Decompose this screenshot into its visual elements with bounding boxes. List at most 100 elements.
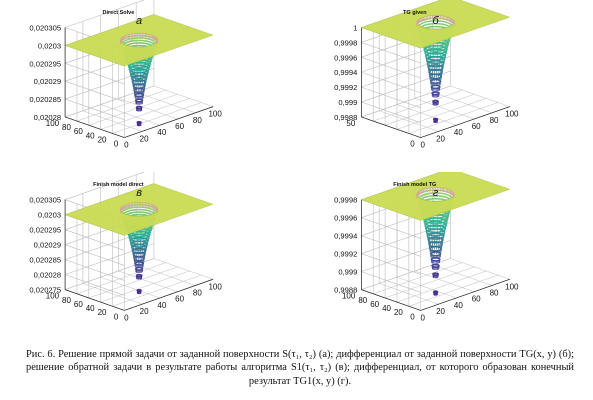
surface-ring bbox=[429, 251, 442, 257]
grid-line bbox=[361, 85, 451, 118]
grid-line bbox=[100, 98, 190, 130]
x-axis-line bbox=[420, 106, 510, 138]
grid-line bbox=[136, 91, 196, 114]
surface-ring bbox=[131, 75, 148, 83]
x-tick-label: 80 bbox=[193, 116, 202, 125]
y-tick-label: 60 bbox=[74, 300, 83, 309]
grid-line bbox=[385, 266, 475, 299]
grid-line bbox=[361, 240, 451, 272]
z-tick-label: 0,02028 bbox=[34, 113, 61, 122]
surface-ring bbox=[132, 83, 146, 90]
y-axis-line bbox=[65, 289, 125, 311]
surface-ring bbox=[423, 217, 448, 228]
figure-caption: Рис. 6. Решение прямой задачи от заданно… bbox=[26, 348, 574, 388]
grid-line bbox=[361, 258, 451, 290]
chart-panel-b: 1 0,9998 0,9996 0,9994 0,9992 0,999 0,9988 0 20 4… bbox=[296, 0, 593, 172]
grid-line bbox=[65, 259, 125, 281]
grid-line bbox=[414, 270, 475, 292]
surface-ring bbox=[133, 87, 145, 93]
y-tick-label: 60 bbox=[74, 127, 83, 136]
grid-line bbox=[361, 235, 421, 257]
grid-line bbox=[153, 85, 214, 107]
z-tick-label: 0,9994 bbox=[334, 68, 357, 77]
grid-line bbox=[379, 283, 439, 305]
y-tick-label: 80 bbox=[358, 296, 367, 305]
y-tick-label: 20 bbox=[98, 135, 107, 144]
y-tick-label: 20 bbox=[394, 308, 403, 317]
surface-ring bbox=[134, 266, 144, 271]
grid-line bbox=[414, 98, 475, 120]
z-tick-label: 0,020295 bbox=[29, 59, 61, 68]
grid-line bbox=[100, 104, 160, 126]
grid-line bbox=[396, 104, 457, 126]
grid-line bbox=[65, 63, 125, 85]
z-tick-label: 0,02028 bbox=[34, 271, 61, 280]
y-tick-label: 100 bbox=[342, 292, 356, 301]
x-tick-label: 80 bbox=[490, 116, 499, 125]
surface-ring bbox=[432, 272, 440, 276]
panels-grid: 0,020305 0,0203 0,020295 0,02029 0,020285 0,0… bbox=[0, 0, 593, 345]
surface-ring bbox=[431, 91, 440, 96]
grid-line bbox=[361, 71, 421, 94]
grid-line bbox=[432, 264, 493, 286]
axes bbox=[360, 199, 510, 311]
grid-line bbox=[65, 98, 125, 120]
grid-line bbox=[88, 266, 178, 299]
grid-line bbox=[65, 168, 155, 200]
surface-ring bbox=[426, 59, 445, 68]
caption-line-1: Рис. 6. Решение прямой задачи от заданно… bbox=[26, 349, 574, 360]
chart-panel-g: 0,9998 0,9996 0,9994 0,9992 0,999 0,9988 0 20 40… bbox=[296, 168, 593, 345]
x-tick-label: 100 bbox=[208, 282, 222, 291]
surface-plot-svg: 0,020305 0,0203 0,020295 0,02029 0,020285 0,0… bbox=[29, 0, 222, 150]
x-tick-label: 20 bbox=[140, 307, 149, 316]
z-tick-label: 0,0203 bbox=[38, 41, 61, 50]
surface-ring bbox=[136, 288, 142, 292]
surface-plot-svg: 0,99980,99960,99940,99920,9990,998802040… bbox=[334, 168, 519, 322]
y-tick-label: 80 bbox=[62, 123, 71, 132]
grid-line bbox=[408, 102, 499, 134]
z-tick-label: 0,020285 bbox=[29, 256, 61, 265]
x-tick-label: 0 bbox=[421, 141, 426, 150]
grid-line bbox=[385, 94, 475, 126]
grid-line bbox=[450, 85, 510, 107]
grid-line bbox=[118, 270, 178, 292]
z-tick-label: 0,999 bbox=[338, 98, 357, 107]
surface-ring bbox=[432, 99, 440, 104]
x-tick-label: 60 bbox=[175, 122, 184, 131]
surface-ring bbox=[423, 44, 448, 55]
surface-ring bbox=[130, 240, 148, 248]
z-tick-label: 0,9992 bbox=[334, 83, 357, 92]
y-tick-labels: 0 50 bbox=[346, 119, 415, 149]
y-tick-label: 0 bbox=[410, 140, 415, 149]
z-tick-labels: 1 0,9998 0,9996 0,9994 0,9992 0,999 0,9988 bbox=[334, 24, 357, 122]
x-tick-label: 40 bbox=[454, 128, 463, 137]
grid-line bbox=[82, 110, 143, 132]
x-tick-label: 40 bbox=[157, 128, 166, 137]
x-tick-label: 20 bbox=[436, 134, 445, 143]
z-tick-label: 0,9996 bbox=[334, 214, 357, 223]
grid-line bbox=[361, 70, 451, 103]
grid-line bbox=[361, 86, 421, 109]
grid-line bbox=[112, 102, 202, 134]
x-tick-label: 20 bbox=[436, 307, 445, 316]
grid-line bbox=[373, 262, 463, 295]
surface-ring bbox=[429, 78, 442, 84]
caption-line-3: результат TG1(x, y) (г). bbox=[248, 375, 352, 387]
chart-panel-a: 0,020305 0,0203 0,020295 0,02029 0,020285 0,0… bbox=[0, 0, 296, 172]
z-tick-labels: 0,9998 0,9996 0,9994 0,9992 0,999 0,9988 bbox=[334, 196, 357, 295]
x-axis-line bbox=[124, 278, 214, 311]
x-tick-labels: 0 20 40 60 80 100 bbox=[124, 110, 222, 150]
z-tick-label: 0,9998 bbox=[334, 196, 357, 205]
surface-ring bbox=[135, 105, 143, 110]
grid-line bbox=[65, 229, 125, 251]
z-tick-label: 0,9988 bbox=[334, 113, 357, 122]
grid-line bbox=[65, 85, 155, 118]
grid-line bbox=[396, 98, 487, 130]
z-tick-label: 0,020295 bbox=[29, 226, 61, 235]
grid-line bbox=[112, 274, 202, 307]
x-tick-label: 20 bbox=[140, 134, 149, 143]
surface-plateau bbox=[64, 183, 214, 236]
axes bbox=[360, 27, 510, 138]
